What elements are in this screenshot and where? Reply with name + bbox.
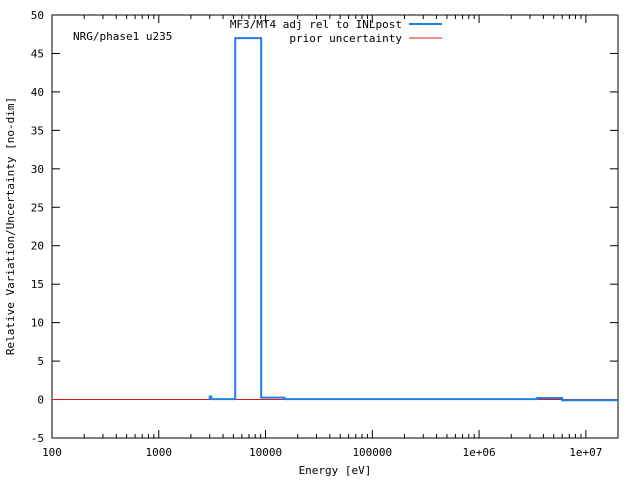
legend: MF3/MT4 adj rel to INLpost prior uncerta… [230, 18, 442, 45]
legend-label-prior: prior uncertainty [289, 32, 402, 45]
x-tick-label: 1e+06 [463, 446, 496, 459]
x-tick-label: 1000 [146, 446, 173, 459]
series-line-adj [208, 37, 618, 402]
x-ticks-group: 100 1000 10000 100000 1e+06 1e+07 [42, 15, 619, 459]
x-axis-title: Energy [eV] [299, 464, 372, 477]
y-tick-label: 45 [31, 47, 44, 60]
y-axis-title: Relative Variation/Uncertainty [no-dim] [4, 97, 17, 355]
y-tick-label: 35 [31, 124, 44, 137]
x-tick-label: 100000 [352, 446, 392, 459]
legend-label-adj: MF3/MT4 adj rel to INLpost [230, 18, 402, 31]
plot-frame [51, 14, 619, 439]
y-tick-label: 20 [31, 240, 44, 253]
y-tick-label: -5 [31, 432, 44, 445]
y-tick-label: 0 [37, 394, 44, 407]
y-tick-label: 5 [37, 355, 44, 368]
y-tick-label: 30 [31, 163, 44, 176]
y-tick-label: 15 [31, 278, 44, 291]
x-tick-label: 10000 [249, 446, 282, 459]
y-tick-label: 40 [31, 86, 44, 99]
y-tick-label: 50 [31, 9, 44, 22]
y-tick-label: 10 [31, 317, 44, 330]
y-ticks-group: -5 0 5 10 15 20 25 30 35 40 45 50 [31, 9, 618, 445]
series-layer [52, 37, 618, 402]
x-tick-label: 100 [42, 446, 62, 459]
chart-annotation: NRG/phase1 u235 [73, 30, 172, 43]
y-tick-label: 25 [31, 201, 44, 214]
x-tick-label: 1e+07 [569, 446, 602, 459]
